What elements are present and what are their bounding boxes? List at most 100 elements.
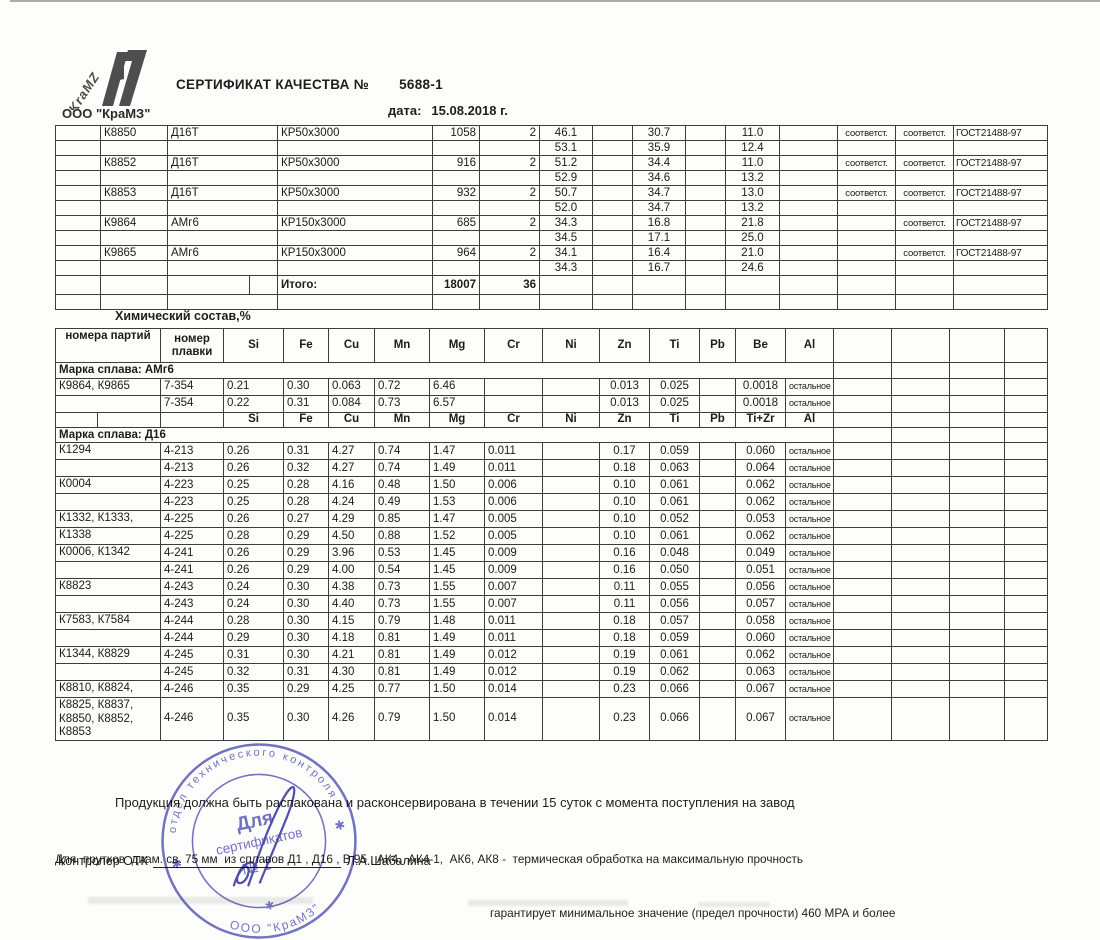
chem-cell: [1004, 629, 1048, 647]
chem-cell: [1004, 561, 1048, 579]
batch-cell: [592, 294, 633, 310]
batch-cell: [100, 260, 168, 276]
chem-cell: 0.056: [649, 595, 700, 613]
chem-cell: 0.31: [283, 442, 329, 460]
chem-cell: [542, 561, 600, 579]
chem-cell: [1004, 362, 1048, 379]
chem-cell: [891, 595, 950, 613]
round-stamp: отдел технического контроля ООО "КраМЗ" …: [153, 733, 357, 940]
batch-cell: 34.1: [539, 245, 593, 261]
chem-cell: остальное: [785, 394, 834, 413]
batch-cell: [779, 294, 838, 310]
chem-cell: [891, 663, 950, 681]
chem-cell: [542, 510, 600, 528]
chem-cell: К0004: [55, 476, 161, 494]
batch-cell: [632, 275, 686, 295]
chem-cell: 0.009: [484, 544, 543, 562]
chem-row: 7-354 0.22 0.31 0.084 0.73 6.57 0.013 0.025 0.00…: [55, 394, 1048, 413]
batch-cell: [167, 170, 278, 186]
chem-cell: 0.73: [374, 595, 430, 613]
chem-cell: остальное: [785, 612, 834, 630]
batch-empty-row: [55, 294, 1048, 310]
chem-header-cell: Mn: [374, 328, 430, 363]
chem-cell: остальное: [785, 646, 834, 664]
chem-cell: [542, 697, 600, 741]
chem-row: К9864, К9865 7-354 0.21 0.30 0.063 0.72 6.46 0.…: [55, 377, 1048, 396]
chem-cell: [891, 578, 950, 596]
chem-cell: 7-354: [160, 394, 224, 413]
batch-cell: [539, 294, 593, 310]
chem-cell: 0.17: [599, 442, 650, 460]
chem-row: К1332, К1333, 4-225 0.26 0.27 4.29 0.85 1.47 0.…: [55, 510, 1048, 528]
chem-cell: [1004, 612, 1048, 630]
chem-cell: 0.26: [223, 544, 284, 562]
batch-cell: [55, 200, 101, 216]
batch-cell: 34.7: [632, 185, 686, 201]
chem-cell: 0.014: [484, 680, 543, 698]
chem-cell: 0.29: [283, 527, 329, 545]
chem-cell: 0.28: [283, 476, 329, 494]
chem-cell: остальное: [785, 680, 834, 698]
chem-cell: остальное: [785, 459, 834, 477]
chem-cell: [833, 663, 892, 681]
stamp-star-bottom-icon: ✱: [264, 900, 276, 914]
chem-cell: [833, 697, 892, 741]
batch-cell: [55, 215, 101, 231]
chem-cell: [833, 629, 892, 647]
chem-cell: 4.50: [328, 527, 375, 545]
batch-cell: [432, 260, 480, 276]
chem-cell: 0.062: [735, 476, 786, 494]
chem-cell: 0.053: [735, 510, 786, 528]
batch-cell: [779, 275, 838, 295]
chem-cell: 4.21: [328, 646, 375, 664]
chem-cell: [1004, 697, 1048, 741]
batch-cell: [479, 200, 540, 216]
chem-cell: остальное: [785, 377, 834, 396]
chem-cell: [699, 377, 736, 396]
chem-cell: 0.74: [374, 459, 430, 477]
chem-cell: К0006, К1342: [55, 544, 161, 562]
batch-cell: 34.7: [632, 200, 686, 216]
chem-cell: 4.29: [328, 510, 375, 528]
batch-cell: [55, 125, 101, 141]
note-strength: гарантирует минимальное значение (предел…: [490, 906, 896, 920]
chem-cell: [1004, 442, 1048, 460]
signer-role: Контролер ОТК: [58, 854, 148, 868]
batch-cell: [100, 275, 168, 295]
chem-cell: [1004, 377, 1048, 396]
batch-row: К8852 Д16Т КР50х3000 916 2 51.2 34.4 11.0 соотве…: [55, 155, 1048, 171]
chem-cell: [699, 646, 736, 664]
chemistry-title: Химический состав,%: [115, 309, 251, 323]
chem-header-cell: [891, 411, 950, 428]
chem-cell: [699, 493, 736, 511]
batch-cell: [779, 140, 838, 156]
chem-cell: [542, 544, 600, 562]
chem-cell: [542, 442, 600, 460]
chem-cell: [542, 680, 600, 698]
chem-cell: 0.025: [649, 377, 700, 396]
chem-cell: остальное: [785, 663, 834, 681]
chem-cell: 4-243: [160, 578, 224, 596]
title-text: СЕРТИФИКАТ КАЧЕСТВА №: [176, 77, 370, 92]
batch-cell: КР50х3000: [277, 155, 433, 171]
chem-cell: 1.55: [429, 595, 485, 613]
batch-cell: [479, 260, 540, 276]
batch-cell: 34.4: [632, 155, 686, 171]
chem-cell: остальное: [785, 442, 834, 460]
chem-cell: 0.28: [223, 527, 284, 545]
batch-row: 52.9 34.6 13.2: [55, 170, 1048, 186]
chem-cell: 0.35: [223, 680, 284, 698]
chem-cell: [1004, 527, 1048, 545]
batch-cell: 53.1: [539, 140, 593, 156]
alloy-section-row: Марка сплава: АМг6: [55, 362, 1048, 379]
document-title: СЕРТИФИКАТ КАЧЕСТВА № 5688-1: [176, 77, 443, 92]
chem-cell: [891, 629, 950, 647]
chem-cell: [833, 612, 892, 630]
chem-cell: [891, 426, 950, 443]
batch-cell: 964: [432, 245, 480, 261]
chem-cell: 4-225: [160, 510, 224, 528]
chem-cell: 0.0018: [735, 394, 786, 413]
chem-header-cell: Mg: [429, 411, 485, 428]
chem-cell: [699, 527, 736, 545]
batch-cell: [895, 170, 954, 186]
